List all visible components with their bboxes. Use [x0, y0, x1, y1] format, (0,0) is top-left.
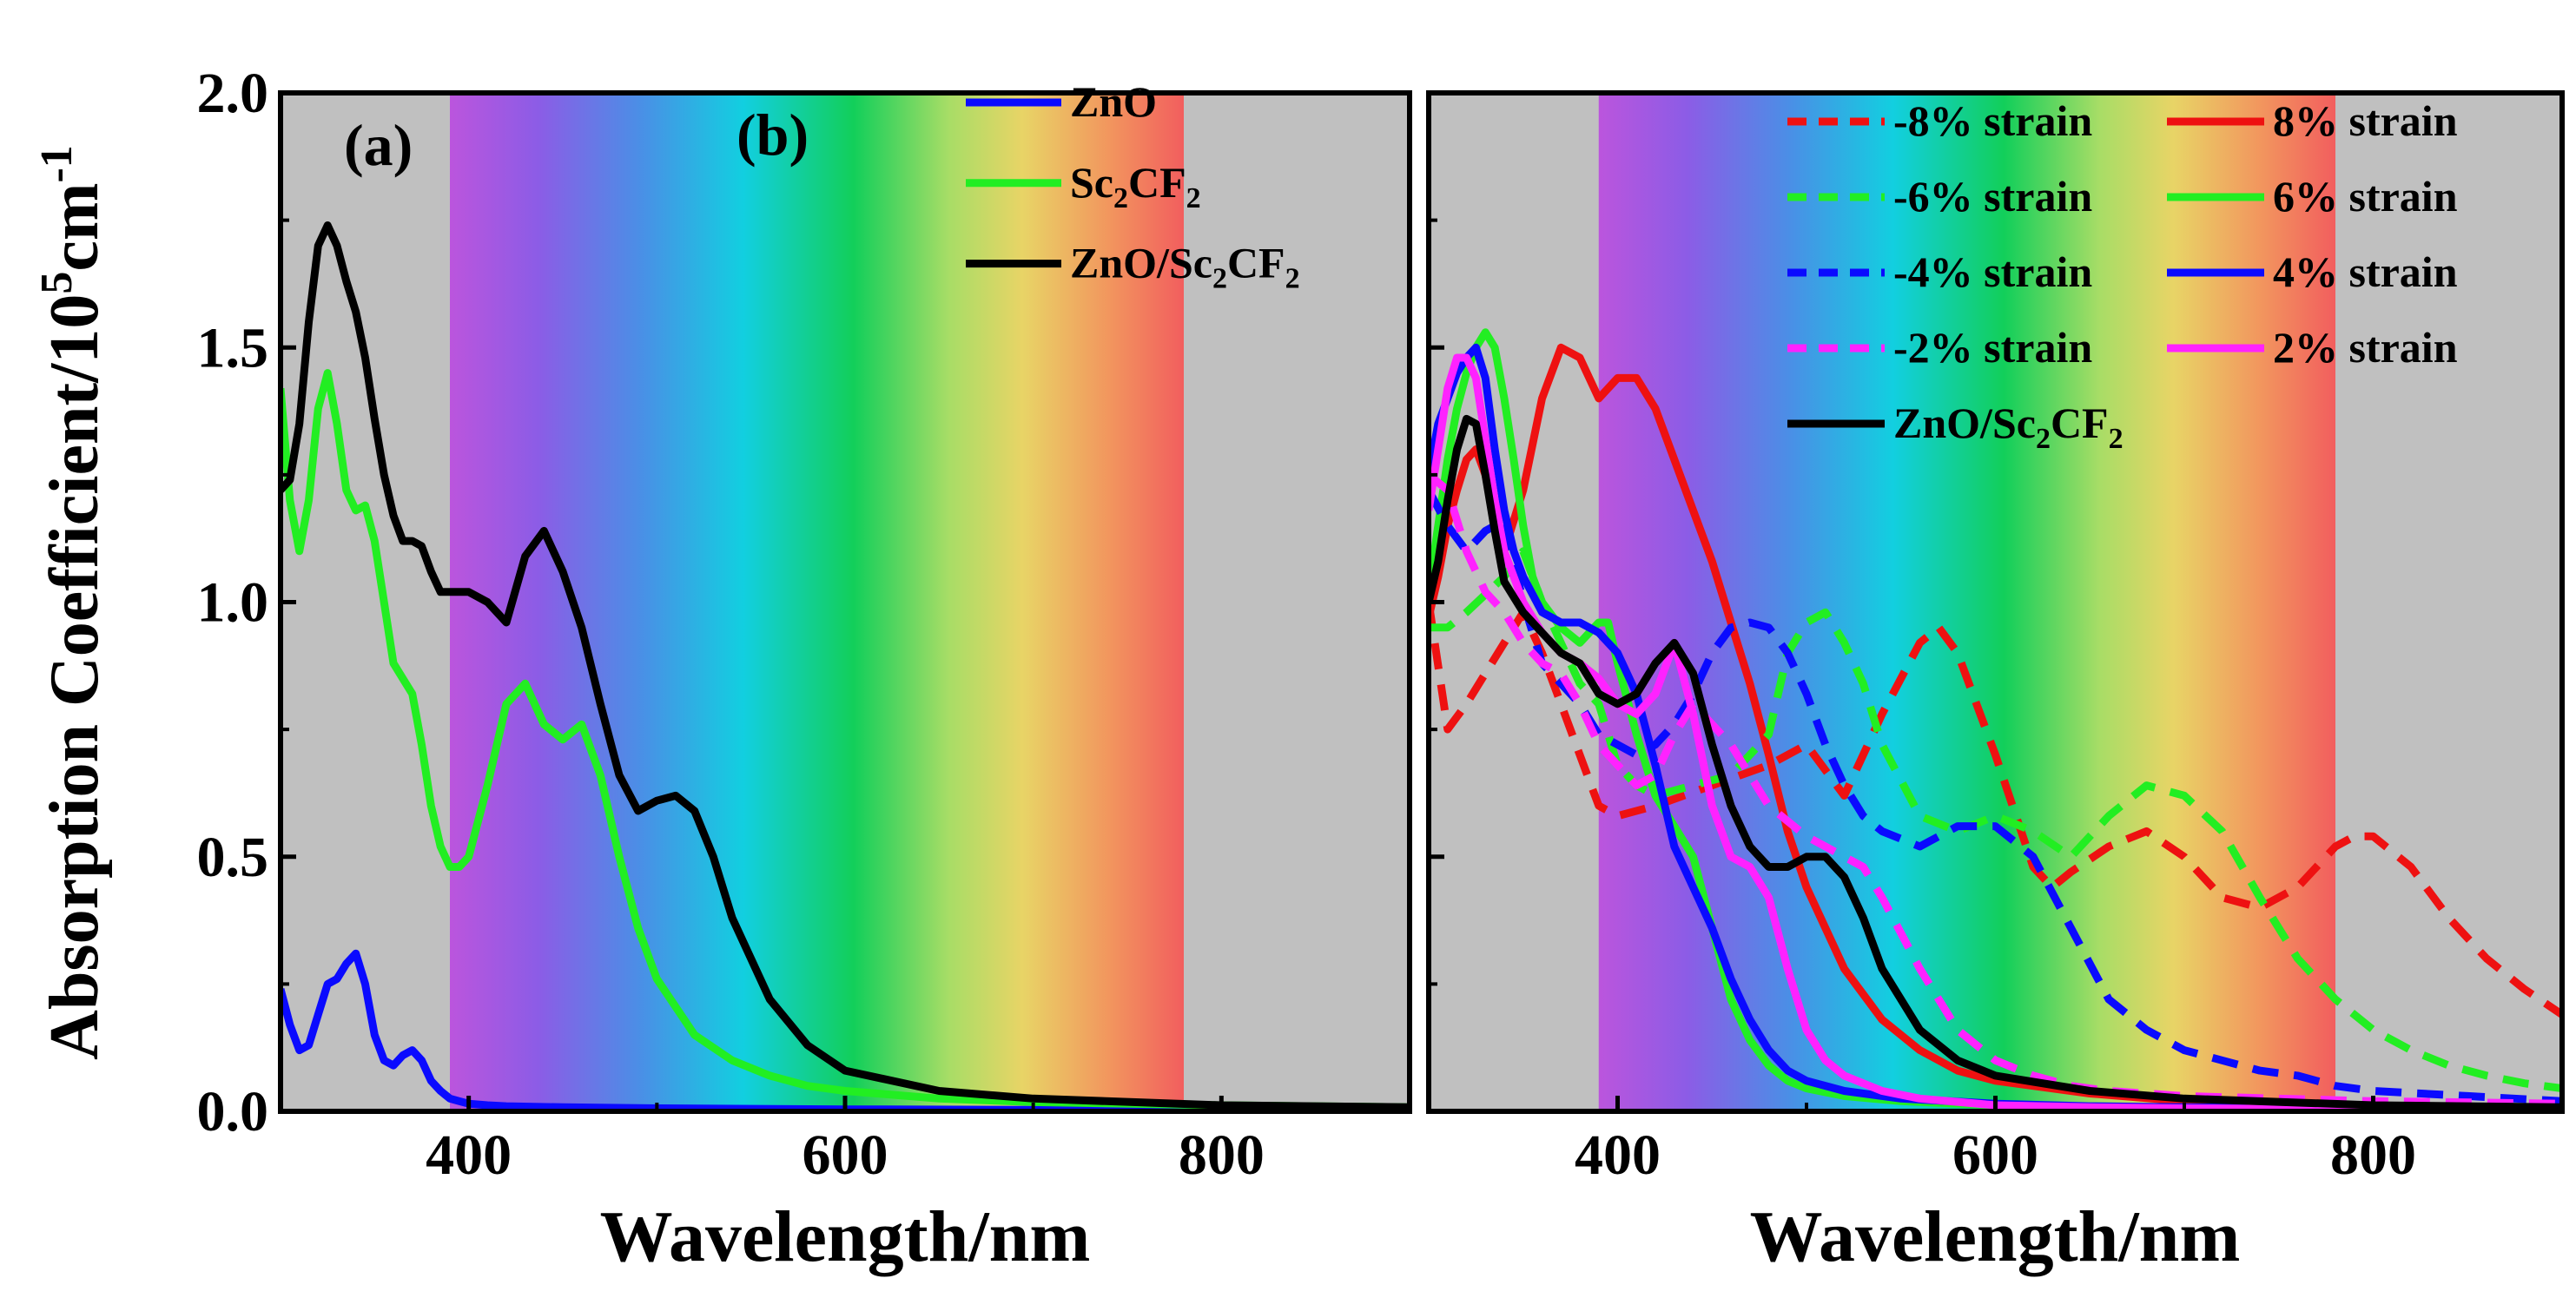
legend-label-part: 2 — [1212, 263, 1227, 295]
legend-label-part: 2 — [2036, 423, 2051, 455]
x-axis-a: 400 600 800 — [426, 1096, 1265, 1187]
x-tick-label: 600 — [803, 1123, 888, 1187]
x-tick-label: 800 — [1179, 1123, 1265, 1187]
legend-label-part: 2 — [1285, 263, 1300, 295]
legend-label-6pct-strain: 6% strain — [2273, 172, 2458, 221]
series-line-sc2cf2 — [281, 369, 1410, 1111]
y-axis-b — [1429, 90, 1444, 1114]
series-line-2pct-strain — [1429, 353, 2562, 1111]
legend-label-8pct-strain: 8% strain — [2273, 96, 2458, 145]
legend-label-part: CF — [1128, 158, 1186, 207]
panel-label-b-overlay: (b) — [736, 102, 809, 168]
y-tick-label: 1.5 — [197, 316, 269, 379]
x-tick-label: 400 — [1575, 1123, 1661, 1187]
legend-label-4pct-strain: 4% strain — [2273, 247, 2458, 296]
panel-a: 400 600 800 0.00.51.01.52.0 (a) (b) ZnOSc2… — [197, 62, 1412, 1277]
y-tick-label: 0.5 — [197, 826, 269, 889]
legend-label-4pct-strain: -4% strain — [1893, 247, 2092, 296]
series-line-zno-sc2cf2 — [1429, 414, 2562, 1111]
legend-label-part: CF — [2051, 399, 2109, 447]
x-axis-title-a: Wavelength/nm — [600, 1196, 1091, 1277]
legend-label-zno: ZnO — [1070, 77, 1157, 126]
legend-label-zno-sc2cf2: ZnO/Sc2CF2 — [1070, 239, 1300, 295]
legend-label-part: ZnO/Sc — [1070, 239, 1212, 287]
legend-label-part: Sc — [1070, 158, 1113, 207]
legend-label-2pct-strain: -2% strain — [1893, 323, 2092, 372]
panel-label-a: (a) — [344, 112, 413, 178]
legend-label-zno-sc2cf2: ZnO/Sc2CF2 — [1893, 399, 2124, 455]
legend-label-part: 2 — [1186, 182, 1201, 214]
legend-label-8pct-strain: -8% strain — [1893, 96, 2092, 145]
legend-label-6pct-strain: -6% strain — [1893, 172, 2092, 221]
series-line-2pct-strain — [1429, 471, 2562, 1108]
legend-label-2pct-strain: 2% strain — [2273, 323, 2458, 372]
legend-label-part: 2 — [1113, 182, 1128, 214]
series-line-6pct-strain — [1429, 328, 2562, 1111]
y-tick-label: 2.0 — [197, 62, 269, 125]
legend-label-part: 2 — [2109, 423, 2124, 455]
x-axis-b: 400 600 800 — [1575, 1096, 2416, 1187]
series-group-a — [281, 221, 1410, 1111]
series-line-zno-sc2cf2 — [281, 221, 1410, 1111]
series-group-b — [1429, 328, 2562, 1111]
legend-label-sc2cf2: Sc2CF2 — [1070, 158, 1201, 214]
legend-label-part: CF — [1227, 239, 1285, 287]
x-tick-label: 800 — [2330, 1123, 2416, 1187]
series-line-6pct-strain — [1429, 547, 2562, 1093]
y-axis-title: Absorption Coefficient/105cm-1 — [32, 145, 113, 1060]
y-tick-label: 1.0 — [197, 571, 269, 635]
legend-label-part: ZnO/Sc — [1893, 399, 2036, 447]
x-axis-title-b: Wavelength/nm — [1750, 1196, 2241, 1277]
x-tick-label: 600 — [1952, 1123, 2038, 1187]
series-line-zno — [281, 949, 1410, 1111]
panel-b: 400 600 800 -8% strain 8% strain -6% strain 6… — [1426, 90, 2565, 1277]
legend-b: -8% strain 8% strain -6% strain 6% strain -4… — [1787, 96, 2458, 455]
y-tick-label: 0.0 — [197, 1080, 269, 1143]
visible-spectrum-band-b — [1598, 93, 2335, 1111]
x-tick-label: 400 — [426, 1123, 512, 1187]
y-axis-a: 0.0 0.5 1.0 1.5 2.0 — [197, 62, 296, 1143]
